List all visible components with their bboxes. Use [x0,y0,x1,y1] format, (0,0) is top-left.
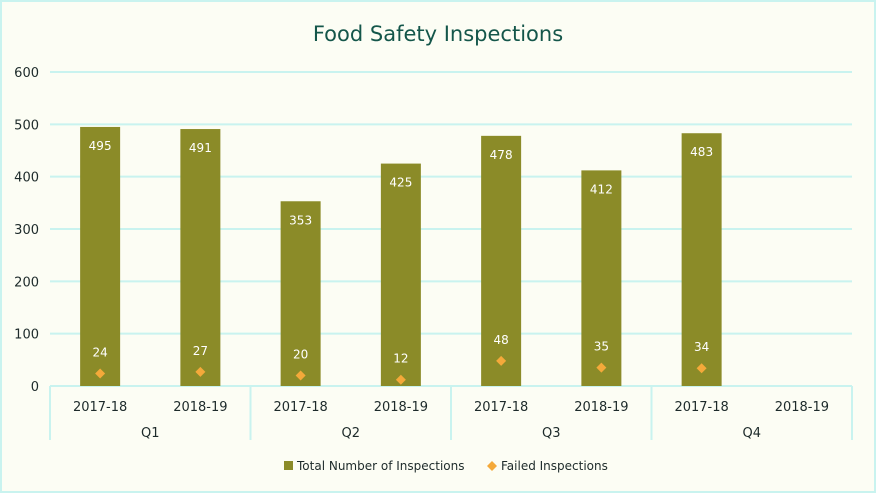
bar [481,135,522,386]
x-tick-label: 2017-18 [73,400,127,415]
point-marker [496,355,507,366]
x-tick-label: 2017-18 [474,400,528,415]
bar-value-label: 353 [289,213,312,227]
x-tick-label: 2018-19 [374,400,428,415]
bar [380,163,421,386]
bar [80,126,121,386]
point-marker [596,362,607,373]
y-tick-label: 200 [14,275,39,290]
point-value-label: 20 [293,348,308,362]
y-tick-label: 600 [14,66,39,81]
y-tick-label: 500 [14,118,39,133]
point-marker [95,368,106,379]
x-tick-label: 2017-18 [273,400,327,415]
chart-title: Food Safety Inspections [313,22,563,46]
x-tick-label: 2018-19 [574,400,628,415]
legend-label: Failed Inspections [501,459,608,473]
x-tick-label: 2018-19 [173,400,227,415]
y-tick-label: 400 [14,171,39,186]
bar [180,129,221,386]
bar-value-label: 491 [189,141,212,155]
bar [681,133,722,386]
point-marker [295,370,306,381]
point-marker [696,363,707,374]
bar-value-label: 495 [89,139,112,153]
point-value-label: 35 [594,340,609,354]
legend-swatch-bar [284,461,293,470]
point-marker [395,374,406,385]
point-marker [195,366,206,377]
point-value-label: 34 [694,340,709,354]
x-tick-label: 2017-18 [674,400,728,415]
x-tick-label: 2018-19 [775,400,829,415]
x-group-label: Q2 [341,426,360,441]
x-group-label: Q3 [542,426,561,441]
y-tick-label: 300 [14,223,39,238]
bar-value-label: 483 [690,145,713,159]
legend-label: Total Number of Inspections [296,459,464,473]
bar-value-label: 478 [490,148,513,162]
legend-swatch-diamond [487,461,497,471]
bar [280,201,321,386]
point-value-label: 24 [92,345,107,359]
point-value-label: 48 [493,333,508,347]
y-tick-label: 100 [14,328,39,343]
x-group-label: Q4 [742,426,761,441]
y-tick-label: 0 [31,380,39,395]
point-value-label: 12 [393,352,408,366]
bar-value-label: 425 [389,176,412,190]
bar-value-label: 412 [590,182,613,196]
point-value-label: 27 [193,344,208,358]
x-group-label: Q1 [141,426,160,441]
bar [581,170,622,386]
